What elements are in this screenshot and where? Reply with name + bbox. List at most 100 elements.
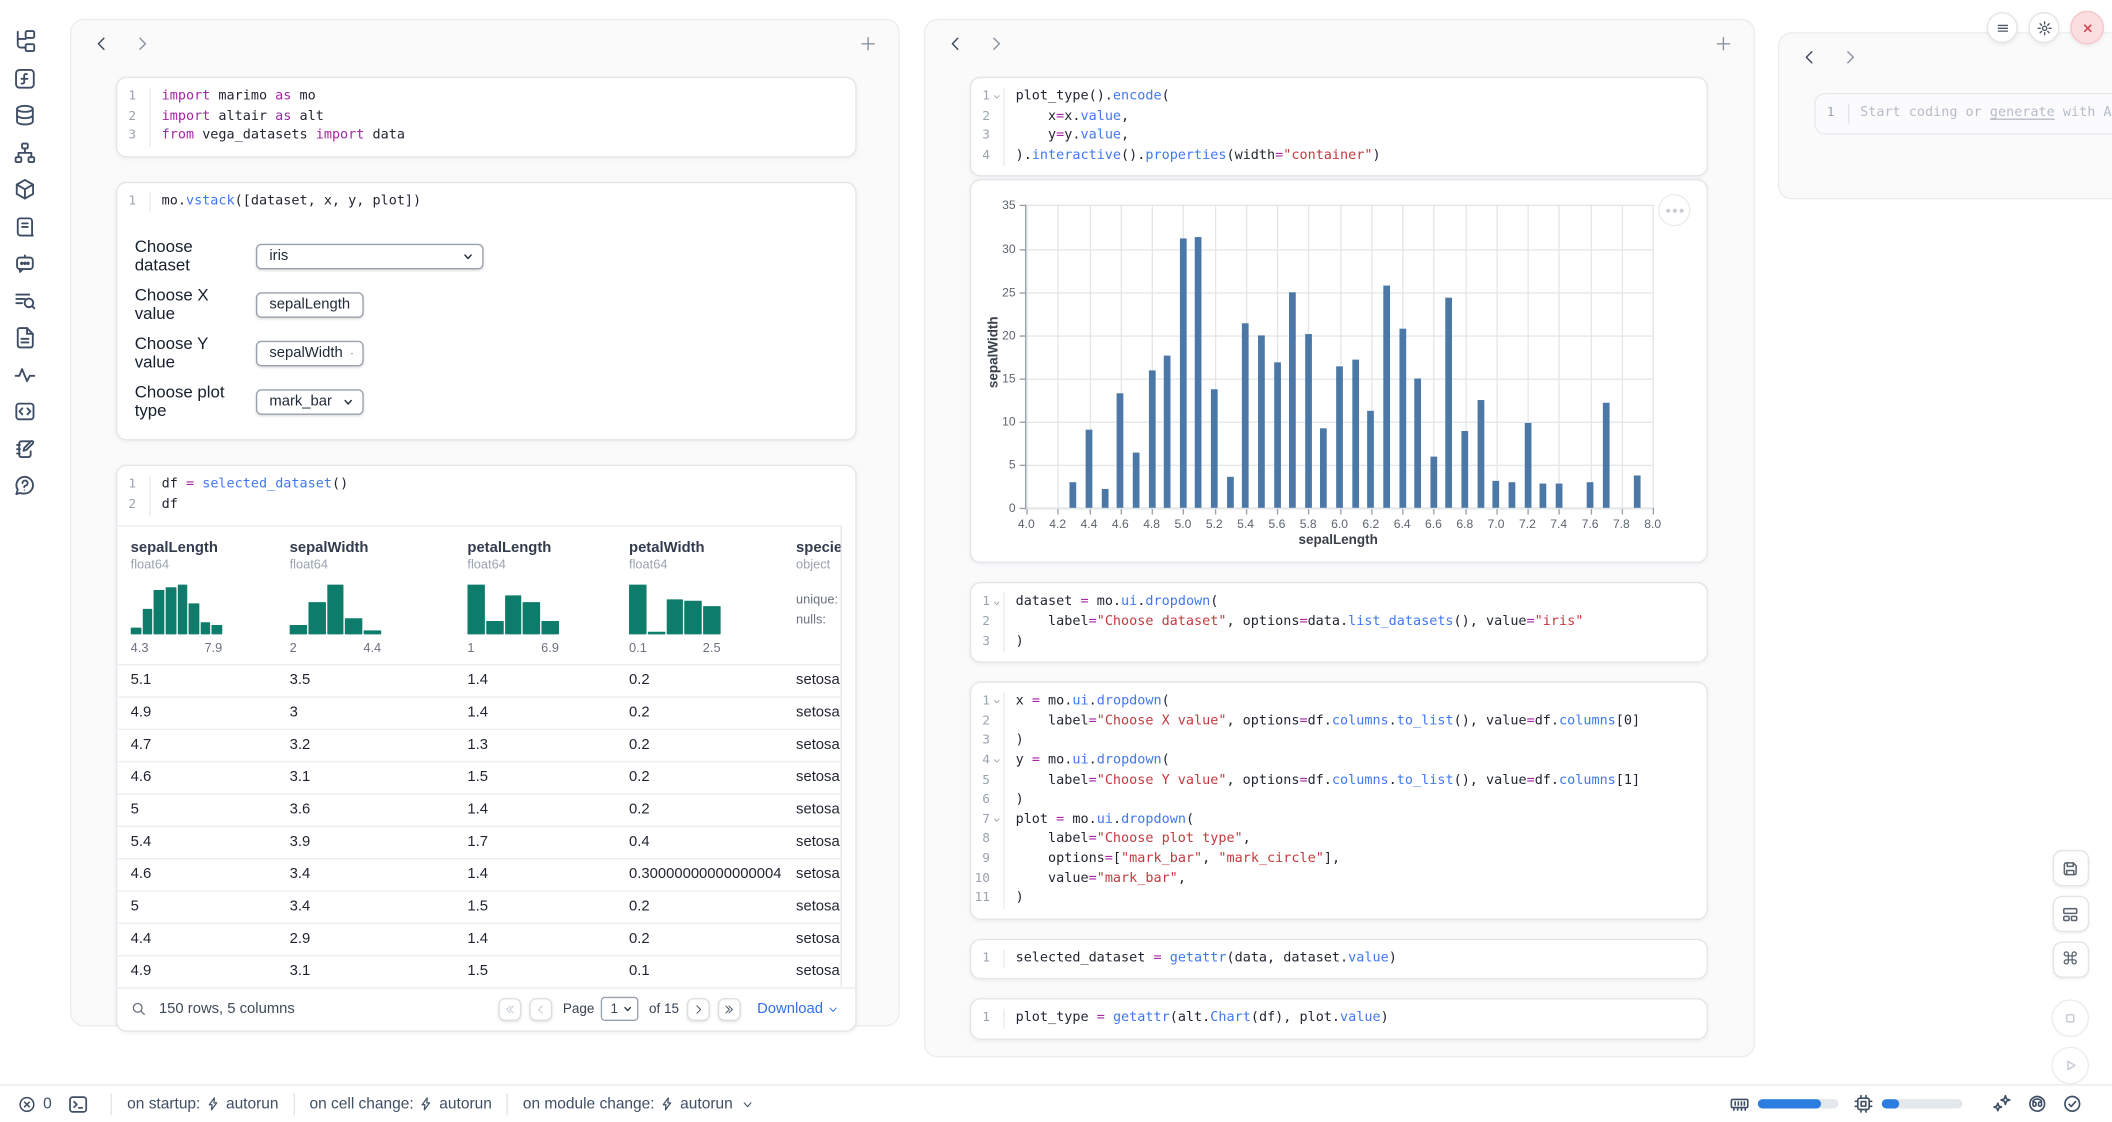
code-cell[interactable]: 1selected_dataset = getattr(data, datase… bbox=[970, 938, 1708, 979]
fold-icon[interactable] bbox=[991, 598, 1002, 609]
table-row[interactable]: 4.42.91.40.2setosa bbox=[117, 922, 840, 954]
table-row[interactable]: 4.93.11.50.1setosa bbox=[117, 954, 840, 986]
close-panel-button[interactable] bbox=[2070, 11, 2104, 45]
panel-forward-icon[interactable] bbox=[987, 34, 1005, 52]
table-row[interactable]: 53.61.40.2setosa bbox=[117, 793, 840, 825]
download-button[interactable]: Download bbox=[757, 1001, 839, 1017]
generate-link[interactable]: generate bbox=[1990, 105, 2055, 120]
column-header-petalWidth[interactable]: petalWidthfloat640.12.5 bbox=[629, 540, 796, 656]
setting-label: on module change: bbox=[523, 1096, 655, 1112]
table-cell: 4.9 bbox=[131, 705, 290, 721]
choose-plot-type-select[interactable]: mark_bar bbox=[256, 389, 364, 415]
notebook-icon[interactable] bbox=[13, 437, 36, 460]
on-startup-setting[interactable]: on startup: autorun bbox=[127, 1096, 278, 1112]
table-row[interactable]: 5.13.51.40.2setosa bbox=[117, 663, 840, 695]
empty-code-cell[interactable]: 1 Start coding or generate with AI bbox=[1814, 93, 2112, 134]
panel-back-icon[interactable] bbox=[947, 34, 965, 52]
chart-bar bbox=[1524, 423, 1531, 508]
column-header-petalLength[interactable]: petalLengthfloat6416.9 bbox=[467, 540, 629, 656]
panel-back-icon[interactable] bbox=[93, 34, 111, 52]
connection-status-icon[interactable] bbox=[2062, 1094, 2082, 1114]
code-editor[interactable]: 1plot_type().encode(2 x=x.value,3 y=y.va… bbox=[971, 78, 1706, 175]
document-icon[interactable] bbox=[13, 326, 36, 349]
column-header-sepalLength[interactable]: sepalLengthfloat644.37.9 bbox=[131, 540, 290, 656]
status-bar: 0 on startup: autorun on cell change: au… bbox=[0, 1084, 2112, 1122]
table-row[interactable]: 4.931.40.2setosa bbox=[117, 696, 840, 728]
code-editor[interactable]: 1import marimo as mo2import altair as al… bbox=[117, 78, 855, 156]
code-cell[interactable]: 1import marimo as mo2import altair as al… bbox=[116, 77, 857, 158]
column-header-sepalWidth[interactable]: sepalWidthfloat6424.4 bbox=[290, 540, 468, 656]
code-editor[interactable]: 1df = selected_dataset()2df bbox=[117, 467, 855, 525]
histogram-range: 16.9 bbox=[467, 641, 559, 656]
prev-page-button[interactable] bbox=[529, 997, 552, 1020]
code-cell[interactable]: 1df = selected_dataset()2df sepalLengthf… bbox=[116, 465, 857, 1031]
add-cell-icon[interactable] bbox=[859, 34, 877, 52]
help-icon[interactable] bbox=[13, 474, 36, 497]
column-header-species[interactable]: speciesobjectunique:nulls: bbox=[796, 540, 842, 656]
dependency-graph-icon[interactable] bbox=[13, 141, 36, 164]
chat-bot-icon[interactable] bbox=[13, 252, 36, 275]
code-cell[interactable]: 1x = mo.ui.dropdown(2 label="Choose X va… bbox=[970, 682, 1708, 920]
code-editor[interactable]: 1mo.vstack([dataset, x, y, plot]) bbox=[117, 183, 855, 222]
function-icon[interactable] bbox=[13, 67, 36, 90]
code-line: ).interactive().properties(width="contai… bbox=[1005, 147, 1381, 167]
package-icon[interactable] bbox=[13, 178, 36, 201]
choose-x-value-select[interactable]: sepalLength bbox=[256, 292, 364, 318]
table-row[interactable]: 53.41.50.2setosa bbox=[117, 890, 840, 922]
panel-forward-icon[interactable] bbox=[1841, 48, 1859, 66]
choose-dataset-select[interactable]: iris bbox=[256, 244, 484, 270]
settings-button[interactable] bbox=[2028, 12, 2059, 43]
code-editor[interactable]: 1x = mo.ui.dropdown(2 label="Choose X va… bbox=[971, 683, 1706, 918]
scratchpad-search-icon[interactable] bbox=[13, 289, 36, 312]
code-editor[interactable]: 1selected_dataset = getattr(data, datase… bbox=[971, 940, 1706, 979]
table-row[interactable]: 5.43.91.70.4setosa bbox=[117, 825, 840, 857]
code-cell[interactable]: 1mo.vstack([dataset, x, y, plot]) Choose… bbox=[116, 182, 857, 441]
panel-forward-icon[interactable] bbox=[133, 34, 151, 52]
tracing-icon[interactable] bbox=[13, 363, 36, 386]
code-editor[interactable]: 1dataset = mo.ui.dropdown(2 label="Choos… bbox=[971, 584, 1706, 662]
errors-indicator[interactable]: 0 bbox=[18, 1094, 52, 1113]
line-number: 11 bbox=[971, 889, 1005, 909]
search-icon[interactable] bbox=[131, 1001, 147, 1017]
last-page-button[interactable] bbox=[718, 997, 741, 1020]
chart-bar bbox=[1148, 371, 1155, 509]
copilot-icon[interactable] bbox=[2027, 1094, 2047, 1114]
run-button[interactable] bbox=[2051, 1047, 2089, 1085]
fold-icon[interactable] bbox=[991, 756, 1002, 767]
menu-button[interactable] bbox=[1987, 12, 2018, 43]
on-module-change-setting[interactable]: on module change: autorun bbox=[523, 1096, 754, 1112]
chart-actions-button[interactable] bbox=[1658, 194, 1690, 226]
next-page-button[interactable] bbox=[687, 997, 710, 1020]
database-icon[interactable] bbox=[13, 104, 36, 127]
code-cell[interactable]: 1plot_type = getattr(alt.Chart(df), plot… bbox=[970, 998, 1708, 1039]
code-cell[interactable]: 1dataset = mo.ui.dropdown(2 label="Choos… bbox=[970, 582, 1708, 663]
table-row[interactable]: 4.63.41.40.30000000000000004setosa bbox=[117, 857, 840, 889]
panel-back-icon[interactable] bbox=[1801, 48, 1819, 66]
file-tree-icon[interactable] bbox=[13, 30, 36, 53]
snippets-icon[interactable] bbox=[13, 400, 36, 423]
ai-sparkles-icon[interactable] bbox=[1992, 1094, 2012, 1114]
line-number: 10 bbox=[971, 869, 1005, 889]
bar-chart[interactable]: 4.04.24.44.64.85.05.25.45.65.86.06.26.46… bbox=[1025, 205, 1653, 509]
stop-button[interactable] bbox=[2051, 999, 2089, 1037]
code-placeholder[interactable]: Start coding or generate with AI bbox=[1849, 104, 2112, 124]
x-tick-label: 5.0 bbox=[1167, 518, 1199, 531]
fold-icon[interactable] bbox=[991, 92, 1002, 103]
choose-y-value-select[interactable]: sepalWidth bbox=[256, 341, 364, 367]
logs-icon[interactable] bbox=[13, 215, 36, 238]
layout-toggle-button[interactable] bbox=[2052, 896, 2088, 932]
fold-icon[interactable] bbox=[991, 697, 1002, 708]
terminal-icon[interactable] bbox=[68, 1093, 90, 1115]
code-editor[interactable]: 1plot_type = getattr(alt.Chart(df), plot… bbox=[971, 1000, 1706, 1039]
save-button[interactable] bbox=[2052, 850, 2088, 886]
add-cell-icon[interactable] bbox=[1715, 34, 1733, 52]
first-page-button[interactable] bbox=[498, 997, 521, 1020]
fold-icon[interactable] bbox=[991, 815, 1002, 826]
command-palette-button[interactable]: ⌘ bbox=[2052, 942, 2088, 978]
select-value: sepalLength bbox=[269, 297, 350, 313]
table-row[interactable]: 4.73.21.30.2setosa bbox=[117, 728, 840, 760]
on-cell-change-setting[interactable]: on cell change: autorun bbox=[309, 1096, 491, 1112]
table-row[interactable]: 4.63.11.50.2setosa bbox=[117, 760, 840, 792]
page-select[interactable]: 1 bbox=[601, 997, 638, 1021]
code-cell[interactable]: 1plot_type().encode(2 x=x.value,3 y=y.va… bbox=[970, 77, 1708, 177]
